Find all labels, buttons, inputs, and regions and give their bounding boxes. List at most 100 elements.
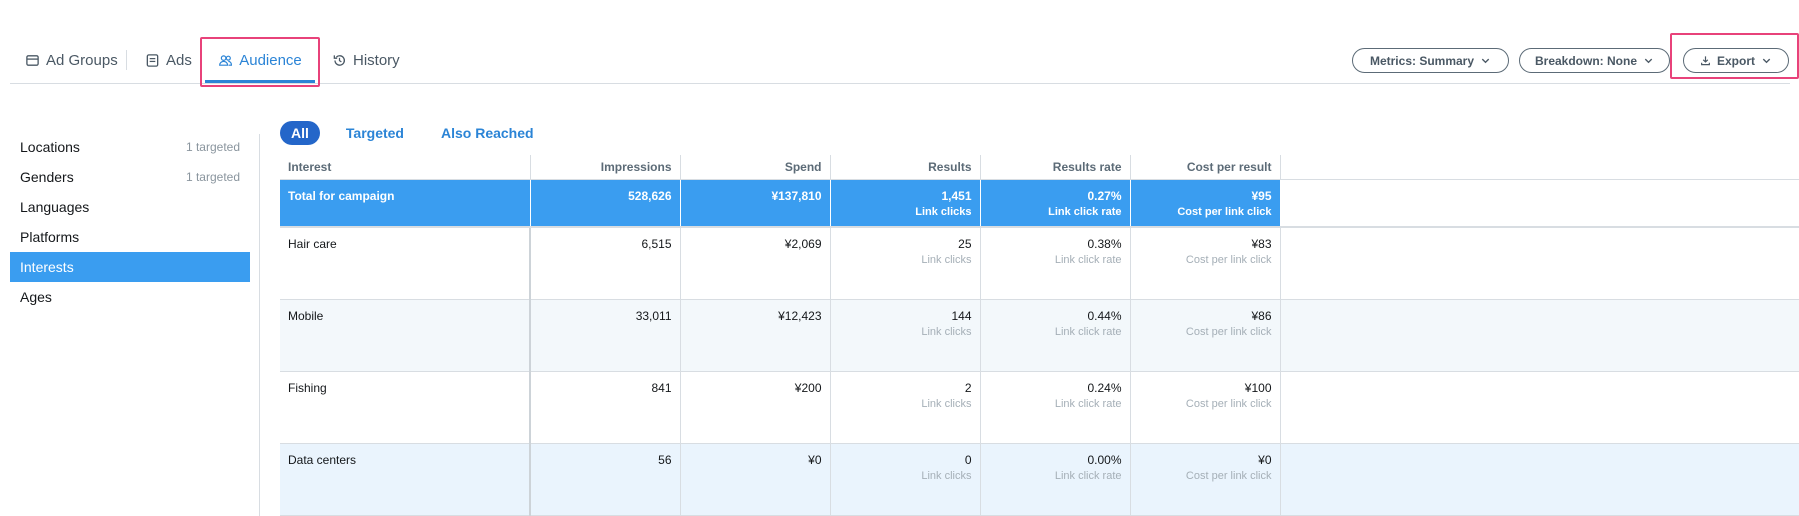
impressions-cell: 6,515 — [530, 227, 681, 300]
tab-history[interactable]: History — [332, 38, 400, 83]
total-cost-cell: ¥95 Cost per link click — [1130, 179, 1281, 228]
row-filler — [1280, 299, 1799, 372]
row-filler — [1280, 371, 1799, 444]
cost-cell: ¥100 Cost per link click — [1130, 371, 1281, 444]
interest-cell: Fishing — [280, 371, 531, 444]
sidebar-item-label: Genders — [20, 169, 74, 185]
cost-cell: ¥86 Cost per link click — [1130, 299, 1281, 372]
total-spend: ¥137,810 — [680, 179, 831, 228]
results-value: 0 — [964, 452, 972, 467]
download-icon — [1701, 56, 1710, 66]
filter-targeted[interactable]: Targeted — [345, 125, 404, 141]
breakdown-dropdown[interactable]: Breakdown: None — [1519, 48, 1670, 73]
cost-value: ¥83 — [1251, 237, 1272, 251]
rate-unit: Link click rate — [1054, 397, 1122, 410]
total-row: Total for campaign 528,626 ¥137,810 1,45… — [280, 179, 1799, 228]
table-row: Hair care 6,515 ¥2,069 25 Link clicks 0.3… — [280, 227, 1799, 300]
spend-cell: ¥0 — [680, 443, 831, 516]
tab-history-label: History — [353, 52, 400, 69]
spend-cell: ¥12,423 — [680, 299, 831, 372]
results-unit: Link clicks — [921, 397, 972, 410]
results-cell: 25 Link clicks — [830, 227, 981, 300]
total-results-unit: Link clicks — [915, 205, 972, 218]
results-unit: Link clicks — [921, 469, 972, 482]
history-icon — [333, 55, 345, 66]
sidebar-item-label: Interests — [20, 259, 74, 275]
sidebar-item-interests[interactable]: Interests — [10, 252, 250, 282]
total-impressions: 528,626 — [530, 179, 681, 228]
tab-separator — [126, 50, 127, 70]
tab-audience[interactable]: Audience — [205, 38, 315, 83]
results-value: 25 — [958, 237, 972, 251]
sidebar-item-locations[interactable]: Locations 1 targeted — [10, 132, 250, 162]
column-header-cost-per-result[interactable]: Cost per result — [1130, 155, 1281, 180]
total-results-cell: 1,451 Link clicks — [830, 179, 981, 228]
sidebar-item-ages[interactable]: Ages — [10, 282, 250, 312]
cost-unit: Cost per link click — [1185, 397, 1272, 410]
cost-unit: Cost per link click — [1185, 325, 1272, 338]
row-filler — [1280, 227, 1799, 300]
table-row: Mobile 33,011 ¥12,423 144 Link clicks 0.4… — [280, 299, 1799, 372]
rate-unit: Link click rate — [1054, 254, 1122, 266]
interests-table: Interest Impressions Spend Results Resul… — [280, 155, 1799, 516]
sidebar-item-languages[interactable]: Languages — [10, 192, 250, 222]
total-rate-cell: 0.27% Link click rate — [980, 179, 1131, 228]
total-cost: ¥95 — [1251, 188, 1272, 203]
sidebar-item-label: Ages — [20, 289, 52, 305]
rate-cell: 0.00% Link click rate — [980, 443, 1131, 516]
total-results: 1,451 — [941, 188, 972, 203]
ad-groups-icon — [26, 55, 39, 66]
sidebar-item-label: Platforms — [20, 229, 80, 245]
cost-value: ¥86 — [1251, 308, 1272, 323]
sidebar-item-genders[interactable]: Genders 1 targeted — [10, 162, 250, 192]
column-header-results[interactable]: Results — [830, 155, 981, 180]
filter-also-reached[interactable]: Also Reached — [440, 125, 534, 141]
table-row: Data centers 56 ¥0 0 Link clicks 0.00% Lin… — [280, 443, 1799, 516]
audience-filter: All Targeted Also Reached — [280, 121, 545, 145]
tab-audience-label: Audience — [239, 52, 302, 69]
spend-cell: ¥200 — [680, 371, 831, 444]
impressions-cell: 841 — [530, 371, 681, 444]
filter-all[interactable]: All — [280, 121, 320, 145]
rate-cell: 0.38% Link click rate — [980, 227, 1131, 300]
cost-cell: ¥0 Cost per link click — [1130, 443, 1281, 516]
column-header-interest[interactable]: Interest — [280, 155, 531, 180]
rate-value: 0.24% — [1087, 380, 1122, 395]
tab-ads-label: Ads — [166, 52, 192, 69]
interest-cell: Hair care — [280, 227, 531, 300]
tab-ad-groups[interactable]: Ad Groups — [25, 38, 118, 83]
total-label: Total for campaign — [280, 179, 531, 228]
metrics-dropdown[interactable]: Metrics: Summary — [1352, 48, 1509, 73]
targeted-count: 1 targeted — [185, 170, 240, 184]
interest-cell: Mobile — [280, 299, 531, 372]
cost-value: ¥0 — [1258, 452, 1272, 467]
rate-cell: 0.44% Link click rate — [980, 299, 1131, 372]
results-value: 2 — [964, 380, 972, 395]
table-header-row: Interest Impressions Spend Results Resul… — [280, 155, 1799, 180]
tab-bar: Ad Groups Ads Audience History — [10, 38, 1790, 84]
rate-cell: 0.24% Link click rate — [980, 371, 1131, 444]
audience-icon — [219, 55, 233, 66]
results-unit: Link clicks — [921, 325, 972, 338]
tab-ads[interactable]: Ads — [145, 38, 192, 83]
sidebar-item-label: Languages — [20, 199, 90, 215]
rate-unit: Link click rate — [1054, 469, 1122, 482]
chevron-down-icon — [1762, 58, 1771, 64]
spend-cell: ¥2,069 — [680, 227, 831, 300]
cost-unit: Cost per link click — [1185, 469, 1272, 482]
total-cost-unit: Cost per link click — [1177, 205, 1272, 218]
column-header-results-rate[interactable]: Results rate — [980, 155, 1131, 180]
impressions-cell: 33,011 — [530, 299, 681, 372]
column-header-spend[interactable]: Spend — [680, 155, 831, 180]
export-label: Export — [1716, 53, 1755, 68]
cost-unit: Cost per link click — [1185, 254, 1272, 266]
export-button[interactable]: Export — [1683, 48, 1789, 73]
column-header-impressions[interactable]: Impressions — [530, 155, 681, 180]
table-row: Fishing 841 ¥200 2 Link clicks 0.24% Link … — [280, 371, 1799, 444]
rate-unit: Link click rate — [1054, 325, 1122, 338]
sidebar-item-platforms[interactable]: Platforms — [10, 222, 250, 252]
results-value: 144 — [951, 308, 972, 323]
results-cell: 144 Link clicks — [830, 299, 981, 372]
tab-ad-groups-label: Ad Groups — [46, 52, 118, 69]
